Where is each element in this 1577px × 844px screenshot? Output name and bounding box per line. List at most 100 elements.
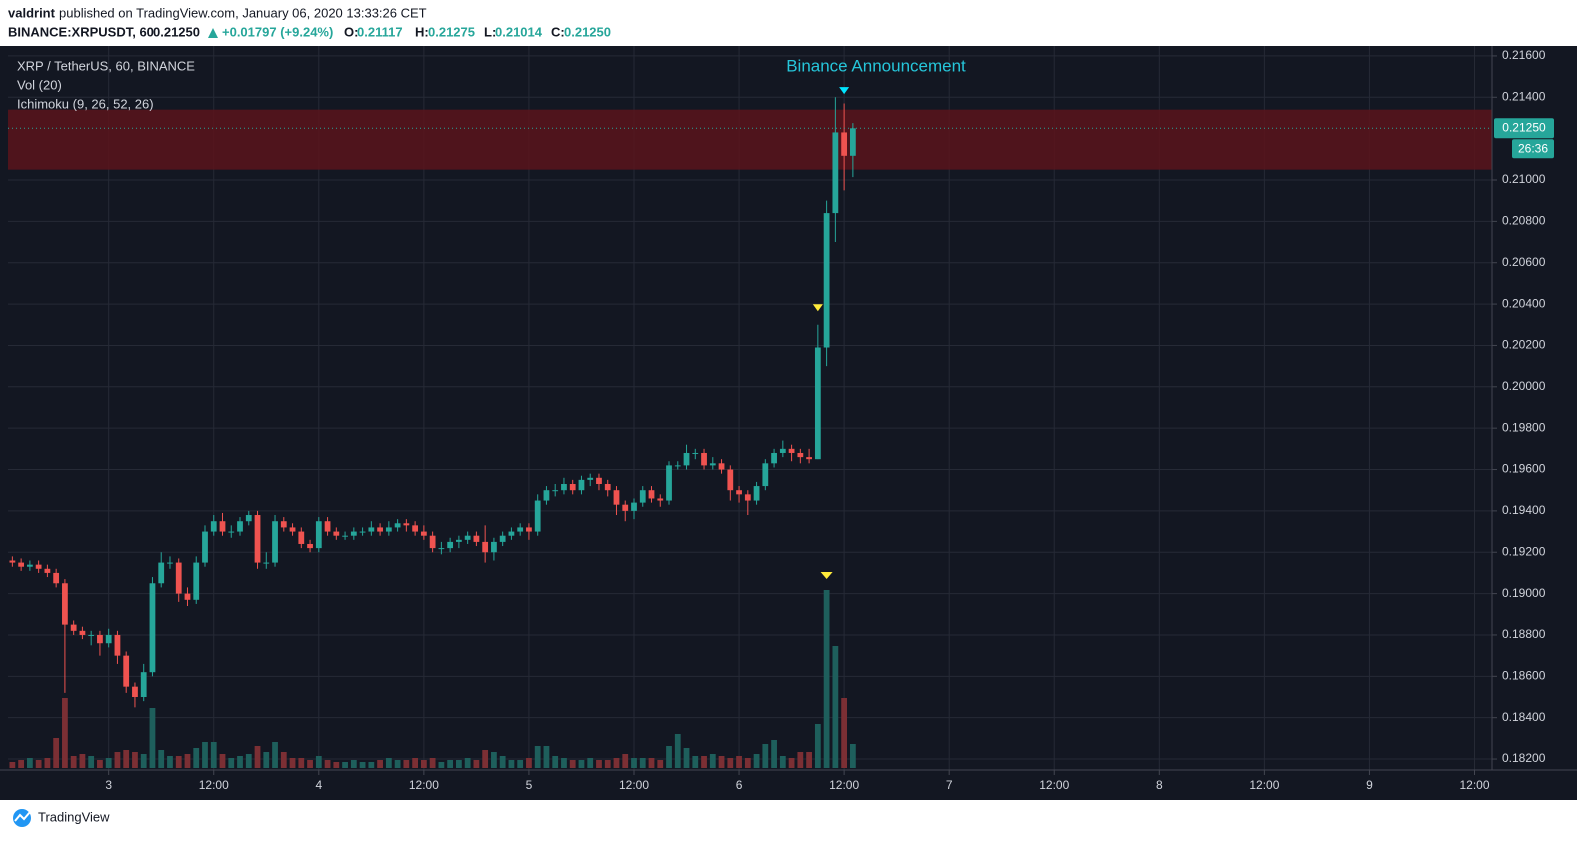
candle-body <box>79 630 86 635</box>
candle-body <box>727 469 734 491</box>
volume-bar <box>97 760 103 768</box>
published: published on TradingView.com, January 06… <box>59 5 427 20</box>
volume-bar <box>394 760 401 768</box>
volume-bar <box>324 760 331 768</box>
candle-body <box>377 527 383 532</box>
candle-body <box>526 527 532 532</box>
candle-body <box>561 483 567 491</box>
candle-body <box>403 523 410 526</box>
legend-item: Vol (20) <box>17 77 62 92</box>
candle-body <box>193 562 200 600</box>
volume-bar <box>456 760 462 768</box>
candle-body <box>683 452 690 466</box>
candle-body <box>26 564 33 567</box>
logo <box>13 809 31 827</box>
volume-bar <box>543 746 550 768</box>
volume-bar <box>289 758 296 768</box>
volume-bar <box>762 744 769 768</box>
volume-bar <box>508 760 515 768</box>
candle-body <box>806 457 812 460</box>
y-tick-label: 0.20200 <box>1502 338 1546 352</box>
volume-bar <box>263 752 270 768</box>
y-tick-label: 0.21600 <box>1502 48 1546 62</box>
candle-body <box>578 479 585 491</box>
candle-body <box>158 562 165 584</box>
volume-bar <box>692 756 699 768</box>
x-tick-label: 8 <box>1156 778 1163 792</box>
volume-bar <box>359 762 366 768</box>
candle-body <box>648 490 655 499</box>
candle-body <box>289 527 296 532</box>
ohlc-label: L: <box>484 24 496 39</box>
candle-body <box>228 531 235 533</box>
volume-bar <box>569 760 576 768</box>
candle-body <box>569 483 576 491</box>
x-tick-label: 4 <box>315 778 322 792</box>
y-tick-label: 0.19800 <box>1502 420 1546 434</box>
volume-bar <box>105 758 112 768</box>
candle-body <box>701 452 707 466</box>
volume-bar <box>342 762 348 768</box>
volume-bar <box>158 750 165 768</box>
volume-bar <box>841 698 848 768</box>
x-tick-label: 7 <box>946 778 953 792</box>
volume-bar <box>517 760 524 768</box>
y-tick-label: 0.19200 <box>1502 544 1546 558</box>
candle-body <box>35 564 42 569</box>
candle-body <box>105 634 112 644</box>
candle-body <box>832 132 839 214</box>
y-tick-label: 0.18200 <box>1502 751 1546 765</box>
candle-body <box>167 562 173 564</box>
footer-bg <box>0 800 1577 844</box>
candle-body <box>263 562 270 564</box>
candle-body <box>298 531 305 544</box>
candle-body <box>482 541 489 553</box>
volume-bar <box>280 752 287 768</box>
candle-body <box>88 634 95 636</box>
volume-bar <box>666 746 672 768</box>
volume-bar <box>709 754 716 768</box>
volume-bar <box>70 756 77 768</box>
brand: TradingView <box>38 809 110 824</box>
candle-body <box>324 521 331 532</box>
volume-bar <box>350 760 357 768</box>
candle-body <box>438 548 445 550</box>
candle-body <box>692 452 699 454</box>
volume-layer <box>9 590 856 768</box>
candle-body <box>429 535 436 549</box>
volume-bar <box>552 756 559 768</box>
volume-bar <box>237 756 243 768</box>
candle-body <box>132 686 138 698</box>
volume-bar <box>473 760 480 768</box>
candle-body <box>456 539 462 542</box>
candle-body <box>342 535 348 537</box>
candle-body <box>674 465 681 467</box>
volume-bar <box>604 760 611 768</box>
overlay-layer <box>8 87 1492 579</box>
volume-bar <box>613 758 620 768</box>
x-tick-label: 5 <box>526 778 533 792</box>
candle-body <box>140 672 147 698</box>
zone-layer <box>8 109 1492 170</box>
candle-body <box>9 560 16 563</box>
candle-body <box>44 568 51 573</box>
volume-bar <box>114 752 121 768</box>
candle-body <box>552 490 559 492</box>
candle-body <box>385 527 392 532</box>
ohlc-value: 0.21250 <box>564 24 611 39</box>
volume-bar <box>736 756 742 768</box>
volume-bar <box>482 750 489 768</box>
candle-body <box>639 490 646 503</box>
candle-body <box>97 634 103 644</box>
volume-bar <box>167 756 173 768</box>
candle-body <box>219 521 226 532</box>
last: 0.21250 <box>153 24 200 39</box>
volume-bar <box>814 724 821 768</box>
y-tick-label: 0.19600 <box>1502 462 1546 476</box>
ohlc-label: H: <box>415 24 429 39</box>
volume-bar <box>587 758 594 768</box>
candle-body <box>62 583 68 625</box>
header-bg <box>0 0 1577 46</box>
candle-layer <box>9 97 856 708</box>
